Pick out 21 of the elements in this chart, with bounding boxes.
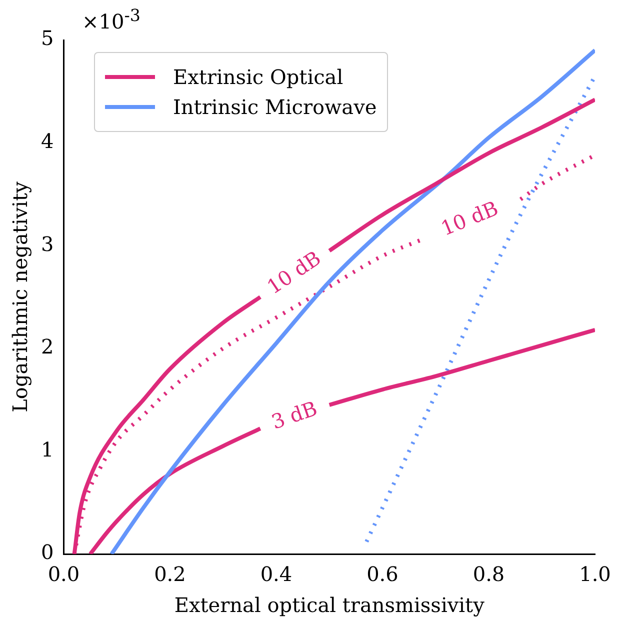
line-series (110, 48, 595, 554)
x-tick-label: 0.4 (260, 562, 292, 586)
x-axis-title: External optical transmissivity (174, 593, 486, 618)
annotation: 10 dB (262, 246, 326, 299)
x-tick-label: 0.6 (366, 562, 398, 586)
legend-label: Extrinsic Optical (173, 65, 344, 89)
y-tick-label: 3 (40, 232, 54, 256)
y-tick-label: 1 (40, 437, 54, 462)
x-tick-label: 0.0 (48, 562, 80, 586)
y-axis-title: Logarithmic negativity (8, 180, 32, 412)
annotation: 3 dB (268, 396, 320, 434)
y-tick-label: 5 (40, 26, 54, 50)
y-tick-label: 0 (40, 540, 54, 564)
y-tick-label: 4 (40, 129, 54, 154)
y-tick-label: 2 (40, 334, 54, 359)
text: ×10$^{-3}$ (82, 6, 140, 34)
x-tick-label: 1.0 (579, 562, 611, 586)
x-tick-label: 0.2 (154, 562, 186, 586)
x-tick-label: 0.8 (472, 562, 505, 586)
annotation: 10 dB (437, 196, 502, 241)
legend-label: Intrinsic Microwave (173, 95, 377, 119)
